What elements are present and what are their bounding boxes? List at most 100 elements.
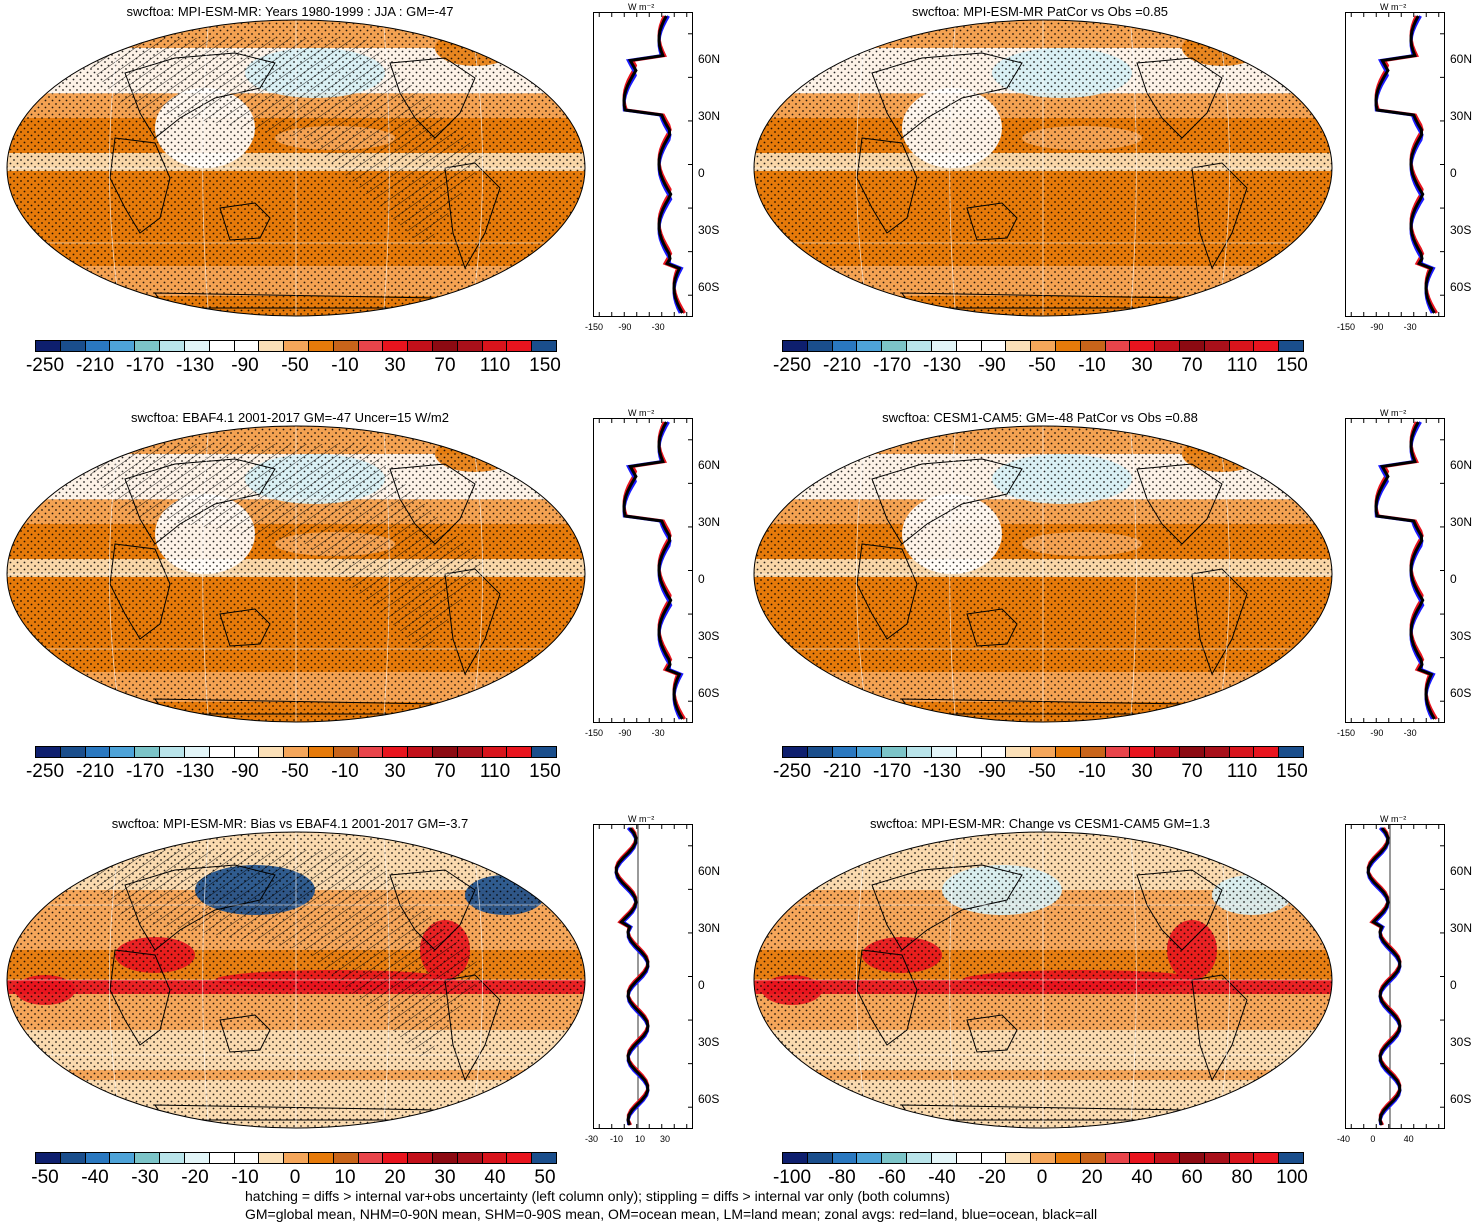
colorbar-cell [1229,1153,1255,1163]
colorbar-label: -130 [175,761,215,782]
colorbar-cell [1130,1153,1156,1163]
colorbar-label: -10 [331,355,359,376]
colorbar-label: 30 [384,761,406,782]
panel-title-4: swcftoa: CESM1-CAM5: GM=-48 PatCor vs Ob… [882,410,1198,425]
colorbar-cell [308,1153,334,1163]
colorbar-label: -210 [75,355,115,376]
zonal-tick-label: -30 [1403,728,1417,738]
colorbar-cell [209,747,235,757]
colorbar-cell [1080,341,1106,351]
colorbar-cell [783,341,808,351]
colorbar-cell [284,341,309,351]
colorbar-3 [35,746,557,758]
map-panel-6 [753,831,1333,1129]
colorbar-1 [35,340,557,352]
colorbar-label: 30 [434,1167,456,1188]
colorbar-cell [85,747,111,757]
colorbar-cell [1055,747,1081,757]
colorbar-cell [259,747,285,757]
colorbar-cell [1155,747,1180,757]
colorbar-cell [532,341,557,351]
colorbar-cell [383,747,409,757]
colorbar-label: 0 [1036,1167,1048,1188]
colorbar-label: 110 [479,761,511,782]
colorbar-cell [1055,1153,1081,1163]
colorbar-label: 50 [534,1167,556,1188]
latitude-label: 30N [1450,921,1473,935]
colorbar-label: 10 [334,1167,356,1188]
colorbar-cell [85,341,111,351]
latitude-label: 60S [1450,1092,1472,1106]
colorbar-cell [956,747,982,757]
colorbar-labels-4: -250 -210 -170 -130 -90 -50 -10 30 70 110 150 [767,761,1317,783]
colorbar-label: -10 [231,1167,259,1188]
colorbar-label: 20 [384,1167,406,1188]
zonal-unit-label: W m⁻² [628,408,655,418]
colorbar-cell [1279,341,1304,351]
colorbar-cell [457,1153,483,1163]
colorbar-label: -10 [1078,761,1106,782]
colorbar-cell [882,1153,908,1163]
colorbar-cell [1254,341,1280,351]
latitude-label: 60N [698,458,721,472]
zonal-tick-label: -10 [610,1134,624,1144]
colorbar-2 [782,340,1304,352]
colorbar-cell [1105,1153,1131,1163]
latitude-label: 30N [1450,109,1473,123]
colorbar-label: 30 [1131,761,1153,782]
colorbar-cell [408,747,433,757]
map-panel-2 [753,19,1333,317]
colorbar-cell [807,1153,833,1163]
colorbar-cell [931,341,957,351]
colorbar-cell [160,341,185,351]
colorbar-cell [1254,1153,1280,1163]
colorbar-label: -210 [75,761,115,782]
colorbar-cell [507,341,533,351]
colorbar-label: -40 [928,1167,956,1188]
colorbar-cell [931,1153,957,1163]
map-panel-4 [753,425,1333,723]
colorbar-cell [1130,341,1156,351]
colorbar-label: 110 [1226,355,1258,376]
colorbar-label: 70 [434,355,456,376]
colorbar-label: 30 [384,355,406,376]
colorbar-label: -50 [281,355,309,376]
zonal-unit-label: W m⁻² [1380,408,1407,418]
colorbar-cell [1180,341,1205,351]
colorbar-cell [60,1153,86,1163]
colorbar-cell [333,747,359,757]
latitude-label: 60S [698,1092,720,1106]
colorbar-label: 150 [529,355,561,376]
colorbar-cell [60,341,86,351]
colorbar-cell [956,1153,982,1163]
zonal-tick-label: -90 [1370,728,1384,738]
latitude-label: 0 [1450,978,1457,992]
colorbar-labels-2: -250 -210 -170 -130 -90 -50 -10 30 70 110 150 [767,355,1317,377]
panel-title-5: swcftoa: MPI-ESM-MR: Bias vs EBAF4.1 200… [111,816,469,831]
colorbar-label: 60 [1181,1167,1203,1188]
colorbar-label: -90 [978,761,1006,782]
map-panel-3 [6,425,586,723]
colorbar-6 [782,1152,1304,1164]
colorbar-cell [1279,1153,1304,1163]
colorbar-cell [1055,341,1081,351]
colorbar-label: 70 [434,761,456,782]
colorbar-cell [1105,747,1131,757]
zonal-tick-label: 30 [660,1134,671,1144]
latitude-label: 60N [1450,458,1473,472]
zonal-tick-label: -40 [1337,1134,1351,1144]
colorbar-labels-5: -50 -40 -30 -20 -10 0 10 20 30 40 50 [20,1167,570,1189]
colorbar-label: 0 [289,1167,301,1188]
zonal-tick-label: -90 [618,728,632,738]
colorbar-label: -10 [1078,355,1106,376]
colorbar-cell [507,747,533,757]
zonal-tick-label: -30 [585,1134,599,1144]
zonal-tick-label: 40 [1403,1134,1414,1144]
latitude-label: 60S [698,686,720,700]
colorbar-cell [1204,747,1230,757]
colorbar-cell [284,1153,309,1163]
colorbar-cell [160,1153,185,1163]
colorbar-cell [308,341,334,351]
latitude-label: 30S [1450,1035,1472,1049]
latitude-label: 30S [698,223,720,237]
